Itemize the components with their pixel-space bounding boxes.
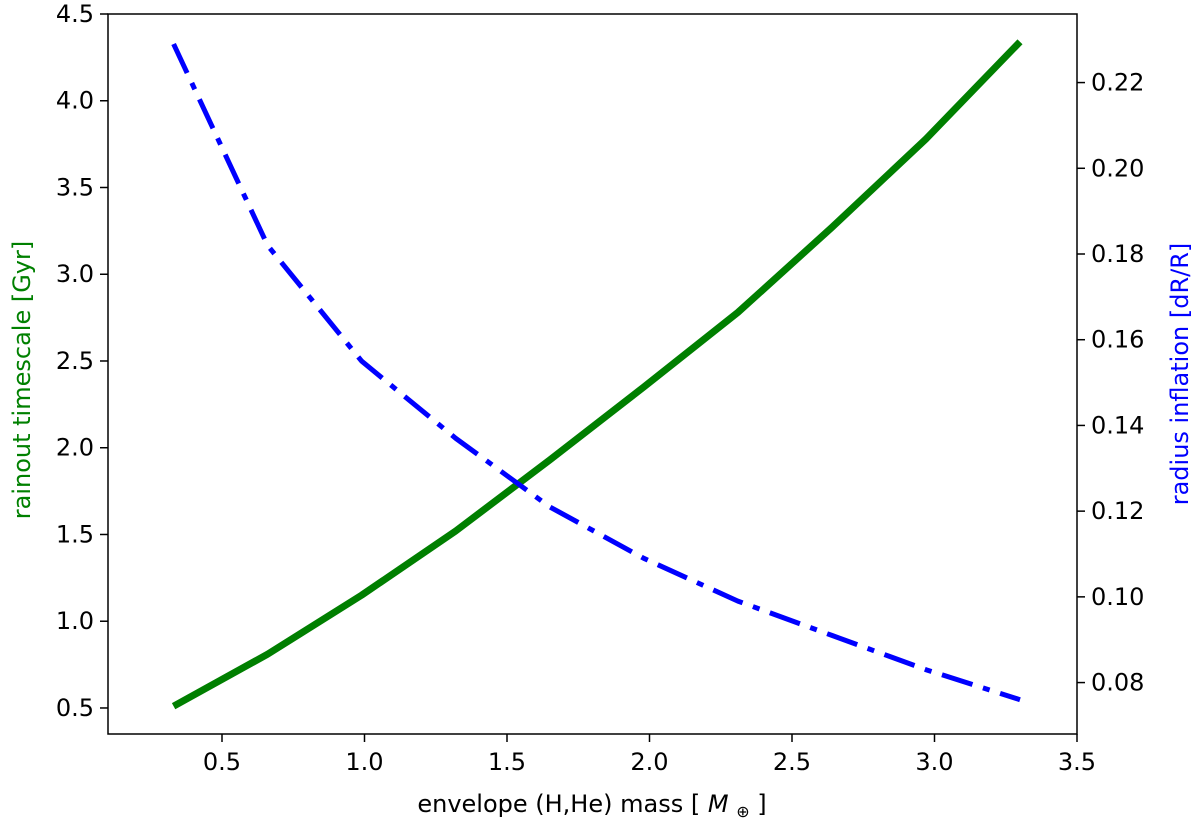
y-right-tick-label: 0.14 <box>1091 411 1144 439</box>
y-left-tick-label: 4.5 <box>56 0 94 28</box>
y-right-tick-label: 0.12 <box>1091 497 1144 525</box>
y-left-tick-label: 3.0 <box>56 260 94 288</box>
x-axis-label-text: envelope (H,He) mass <box>417 790 683 818</box>
y-right-tick-label: 0.18 <box>1091 240 1144 268</box>
x-tick-label: 2.0 <box>630 748 668 776</box>
y-left-tick-label: 0.5 <box>56 694 94 722</box>
y-left-tick-label: 3.5 <box>56 173 94 201</box>
y-left-tick-label: 2.0 <box>56 434 94 462</box>
x-tick-label: 0.5 <box>203 748 241 776</box>
x-axis-label: envelope (H,He) mass [ M ⊕ ] <box>417 790 766 823</box>
plot-layer <box>171 39 1023 710</box>
x-axis-label-bracket-open: [ <box>691 790 700 818</box>
x-tick-label: 1.0 <box>345 748 383 776</box>
x-tick-label: 3.5 <box>1058 748 1096 776</box>
y-right-tick-label: 0.10 <box>1091 583 1144 611</box>
y-right-tick-label: 0.22 <box>1091 69 1144 97</box>
y-left-tick-label: 2.5 <box>56 347 94 375</box>
y-left-axis-label: rainout timescale [Gyr] <box>8 241 36 519</box>
x-tick-label: 1.5 <box>488 748 526 776</box>
y-left-tick-label: 4.0 <box>56 87 94 115</box>
series-line-rainout-timescale <box>171 39 1023 710</box>
series-line-radius-inflation <box>171 42 1021 703</box>
y-left-tick-label: 1.0 <box>56 607 94 635</box>
y-right-tick-label: 0.16 <box>1091 326 1144 354</box>
x-axis-label-unit-subscript: ⊕ <box>736 802 749 821</box>
x-tick-label: 3.0 <box>915 748 953 776</box>
x-axis-label-unit: M <box>708 790 729 818</box>
axes-layer: 0.5 1.0 1.5 2.0 2.5 3.0 3.5 0.5 1.0 1.5 2.0 2.5 3.0 3… <box>56 0 1145 776</box>
x-tick-label: 2.5 <box>773 748 811 776</box>
x-axis-label-bracket-close: ] <box>757 790 766 818</box>
y-right-axis-label: radius inflation [dR/R] <box>1166 243 1194 506</box>
y-right-tick-label: 0.20 <box>1091 154 1144 182</box>
y-right-tick-label: 0.08 <box>1091 669 1144 697</box>
plot-frame <box>107 13 1078 735</box>
y-left-tick-label: 1.5 <box>56 520 94 548</box>
